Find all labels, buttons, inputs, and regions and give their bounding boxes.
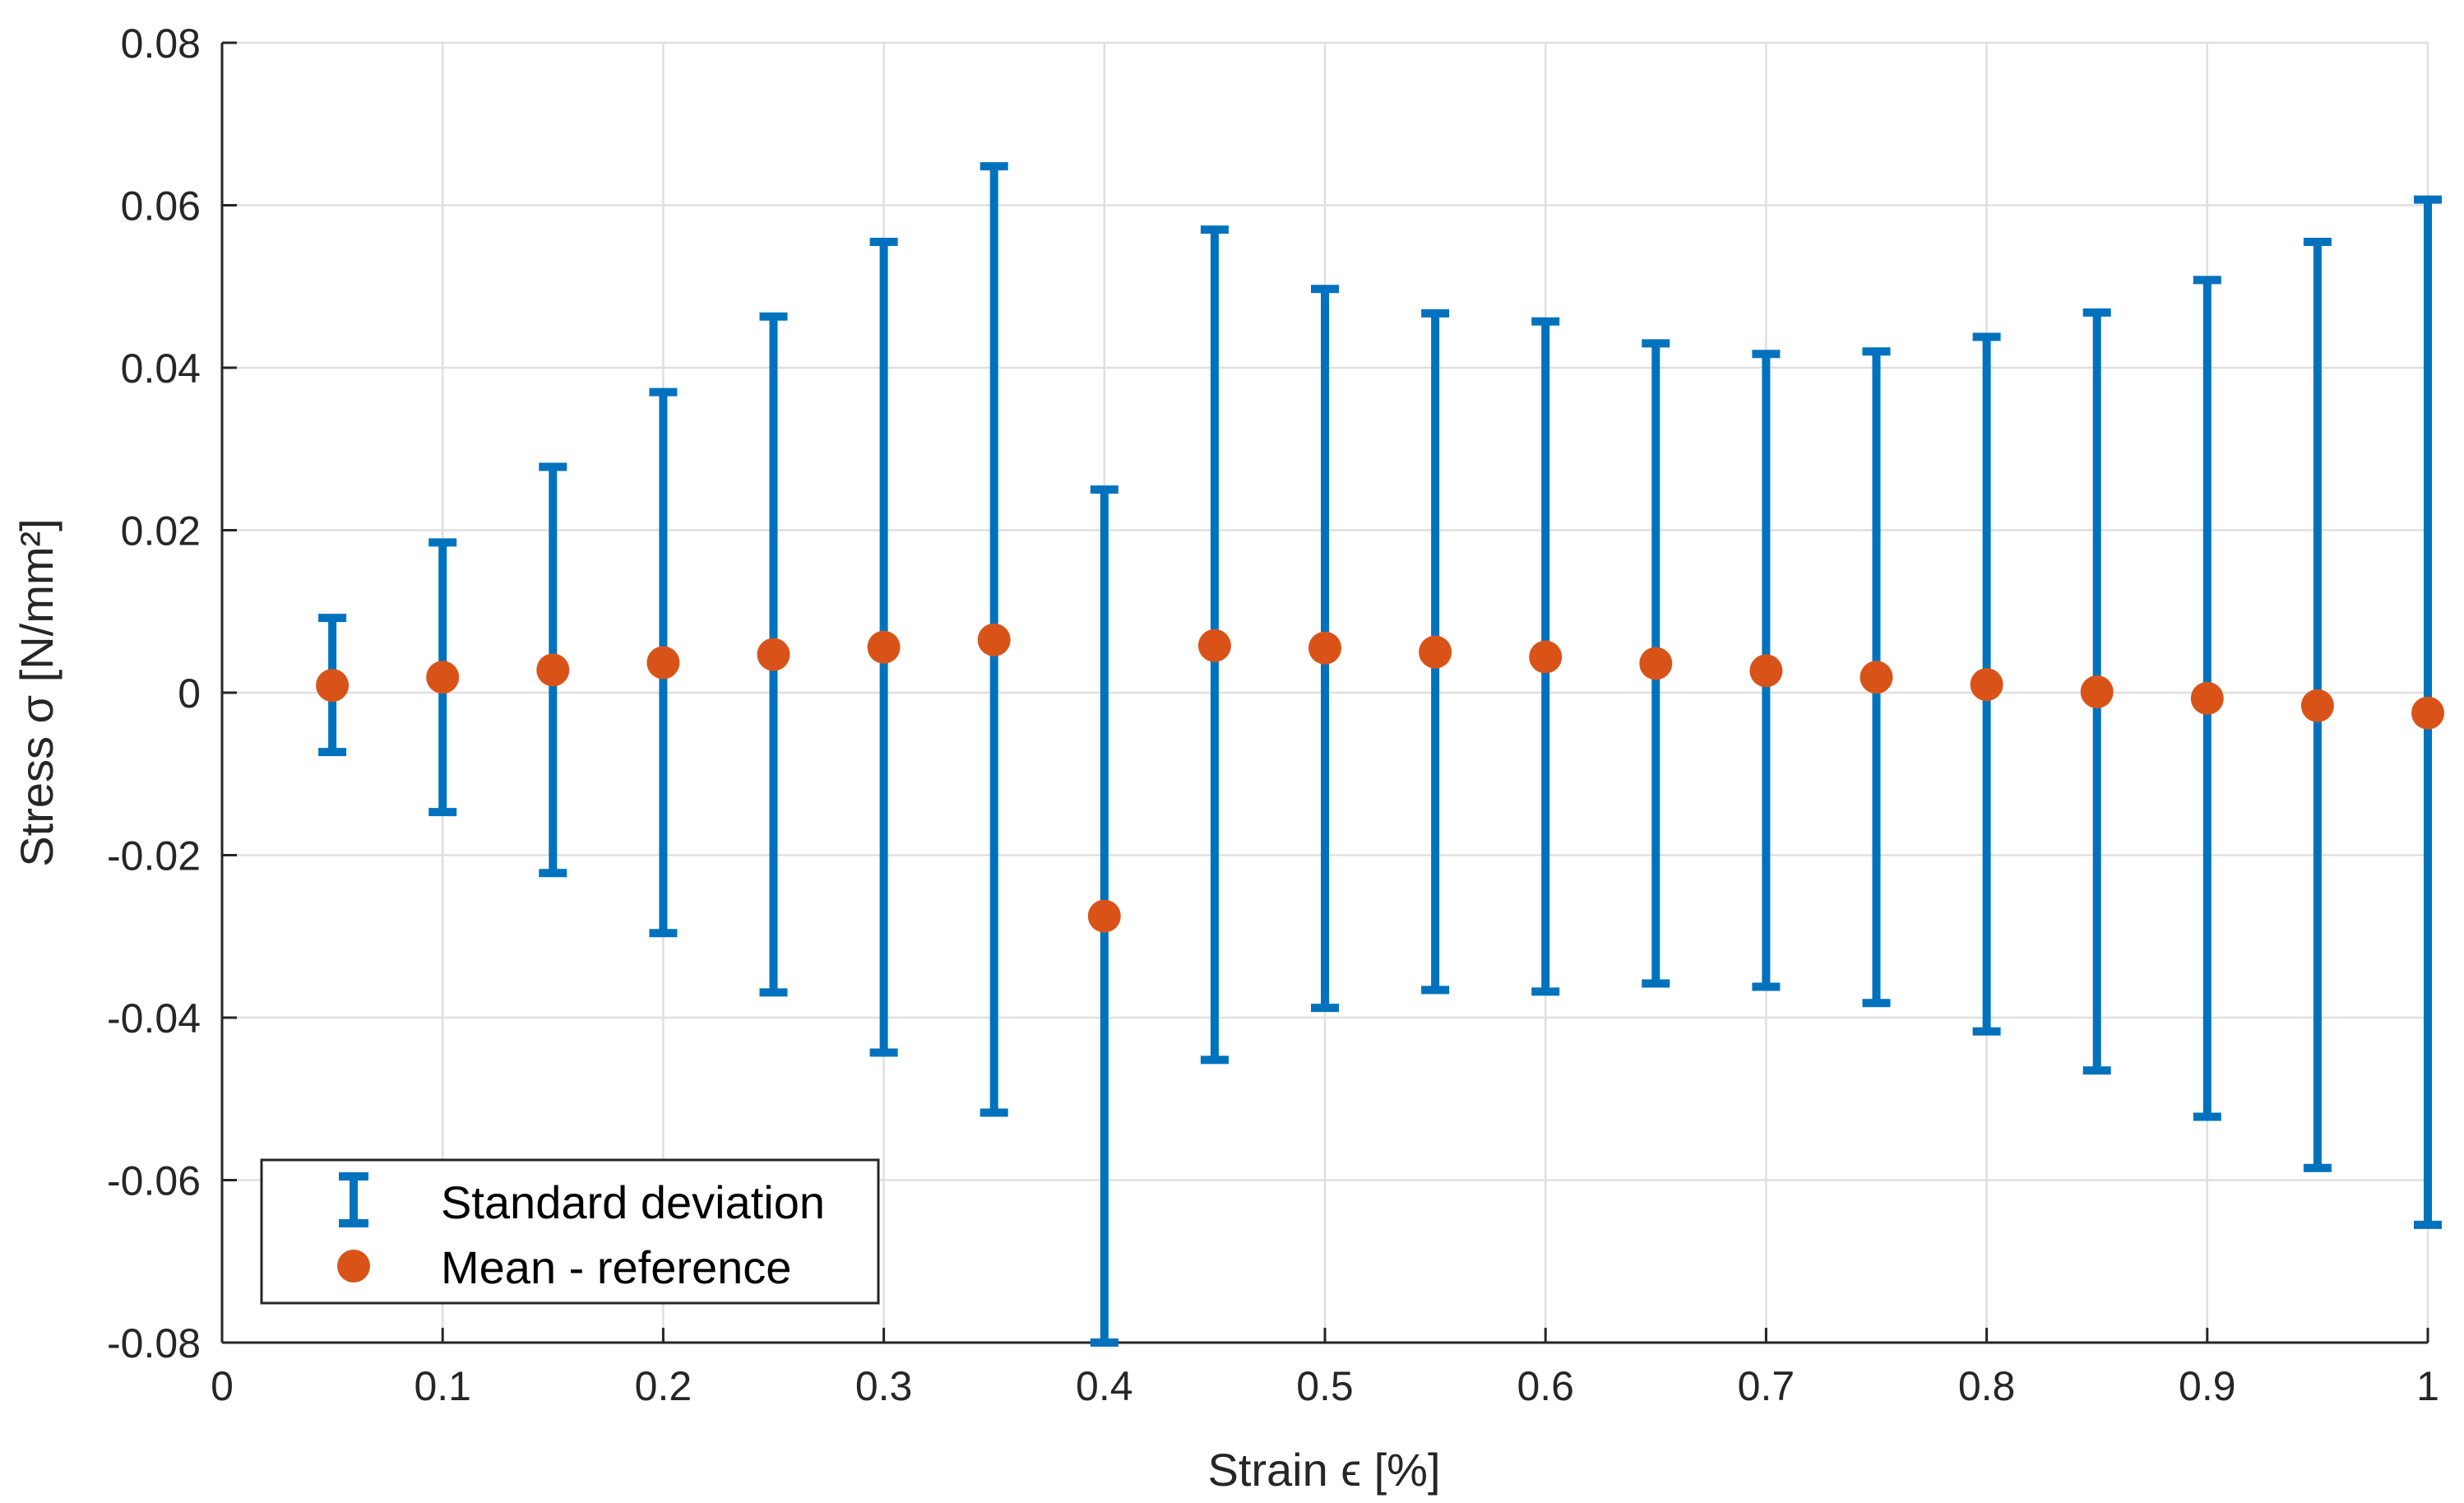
x-tick-label: 0.6 (1517, 1363, 1574, 1409)
mean-marker (1419, 635, 1452, 669)
mean-marker (1860, 661, 1893, 694)
x-tick-label: 0.3 (855, 1363, 913, 1409)
mean-marker (2190, 681, 2224, 715)
x-axis-title: Strain ϵ [%] (1207, 1444, 1440, 1496)
mean-marker (757, 638, 790, 671)
y-tick-label: -0.04 (107, 995, 201, 1041)
legend-errorbar-icon (339, 1172, 368, 1227)
y-axis-title: Stress σ [N/mm²] (11, 518, 63, 866)
axes (220, 41, 2429, 1344)
x-tick-label: 0.4 (1076, 1363, 1133, 1409)
x-tick-label: 0.8 (1958, 1363, 2016, 1409)
x-tick-label: 0.7 (1738, 1363, 1795, 1409)
legend-label-standard-deviation: Standard deviation (441, 1176, 825, 1228)
mean-marker (867, 630, 901, 664)
mean-series (316, 623, 2444, 933)
mean-marker (646, 646, 680, 680)
mean-marker (2411, 696, 2444, 730)
x-tick-label: 0.2 (635, 1363, 692, 1409)
mean-marker (1639, 647, 1673, 680)
mean-marker (1087, 899, 1121, 933)
legend-label-mean-reference: Mean - reference (441, 1241, 791, 1293)
mean-marker (536, 653, 570, 687)
mean-marker (426, 661, 460, 694)
y-tick-label: 0.08 (121, 21, 201, 67)
y-tick-label: -0.02 (107, 833, 201, 879)
mean-marker (1749, 654, 1783, 688)
mean-marker (977, 623, 1011, 656)
tick-labels: 0 0.1 0.2 0.3 0.4 0.5 0.6 0.7 0.8 0.9 1 -0.08 -0.06 -… (107, 21, 2439, 1409)
mean-marker (2300, 689, 2334, 722)
mean-marker (1970, 668, 2003, 702)
y-tick-label: 0.06 (121, 183, 201, 230)
x-tick-label: 0.5 (1296, 1363, 1354, 1409)
x-tick-label: 0.9 (2179, 1363, 2236, 1409)
y-tick-label: -0.06 (107, 1158, 201, 1204)
x-tick-label: 0 (211, 1363, 234, 1409)
mean-marker (1529, 640, 1563, 674)
legend-box (260, 1158, 880, 1305)
y-tick-label: 0.02 (121, 508, 201, 554)
y-tick-label: 0 (178, 670, 201, 717)
mean-marker (316, 669, 350, 703)
y-tick-label: -0.08 (107, 1320, 201, 1366)
legend-marker-icon (337, 1250, 370, 1283)
legend: Standard deviation Mean - reference (260, 1158, 880, 1305)
x-tick-label: 0.1 (414, 1363, 471, 1409)
mean-marker (1197, 629, 1231, 662)
y-tick-label: 0.04 (121, 346, 201, 392)
mean-marker (2080, 675, 2114, 709)
mean-marker (1308, 631, 1341, 665)
x-tick-label: 1 (2416, 1363, 2439, 1409)
